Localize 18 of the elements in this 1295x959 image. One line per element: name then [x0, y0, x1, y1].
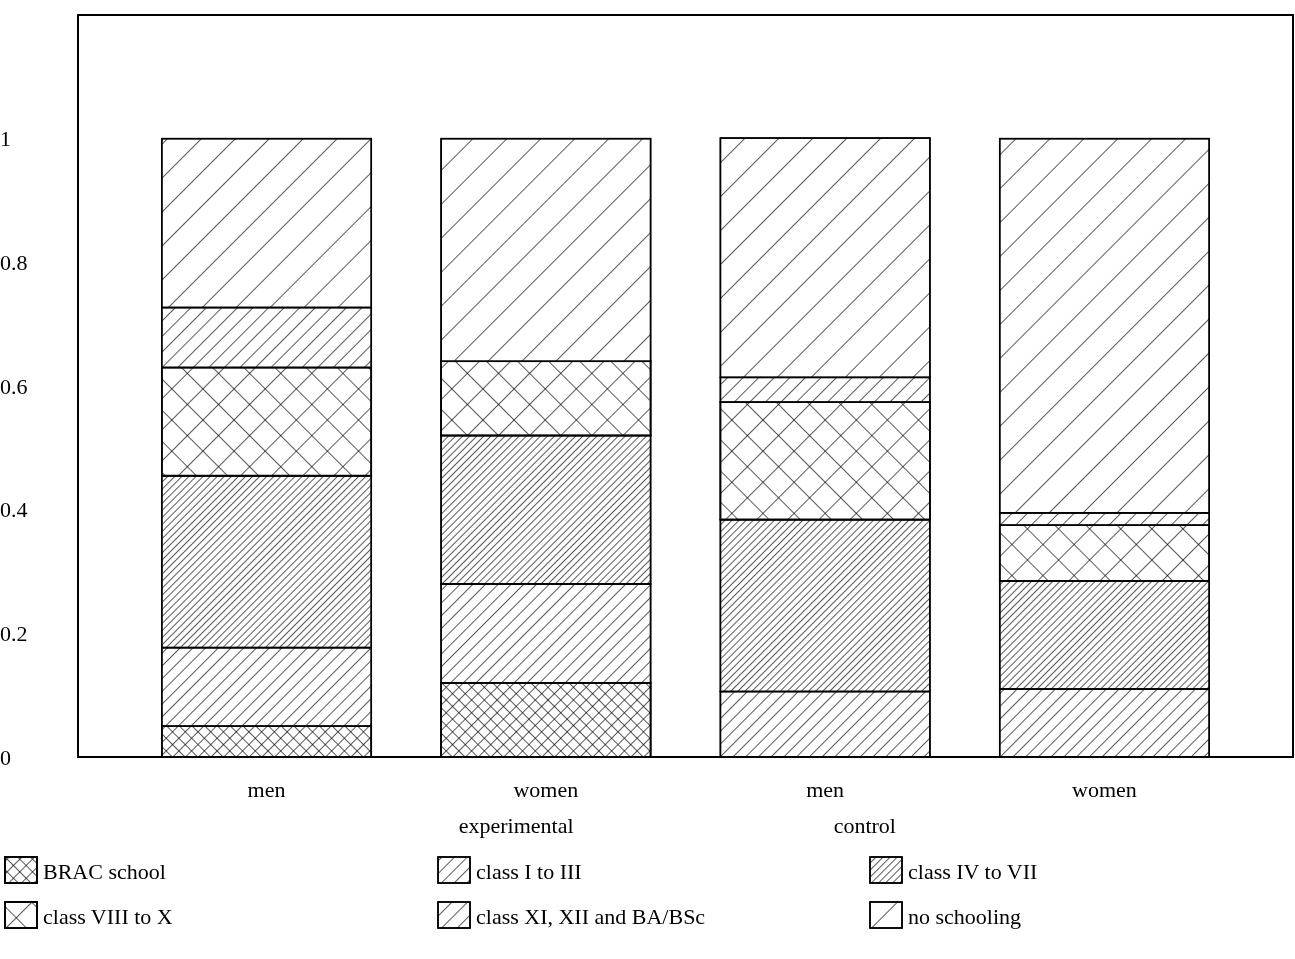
- x-tick-label: women: [1072, 776, 1137, 802]
- y-tick-label: 0: [0, 744, 11, 770]
- x-tick-label: women: [513, 776, 579, 802]
- y-tick-label: 1: [0, 126, 11, 152]
- y-tick-label: 0.6: [0, 373, 28, 399]
- legend-label: BRAC school: [43, 859, 166, 884]
- legend-label: class VIII to X: [43, 904, 173, 929]
- legend-label: class I to III: [476, 859, 582, 884]
- y-tick-label: 0.4: [0, 497, 28, 523]
- legend-label: class IV to VII: [908, 859, 1038, 884]
- legend-label: no schooling: [908, 904, 1022, 929]
- y-tick-label: 0.8: [0, 249, 28, 275]
- legend-label: class XI, XII and BA/BSc: [476, 904, 706, 929]
- text: experimental: [458, 813, 574, 838]
- x-tick-label: men: [806, 776, 845, 802]
- y-tick-label: 0.2: [0, 620, 28, 646]
- text: control: [833, 813, 896, 838]
- x-tick-label: men: [247, 776, 286, 802]
